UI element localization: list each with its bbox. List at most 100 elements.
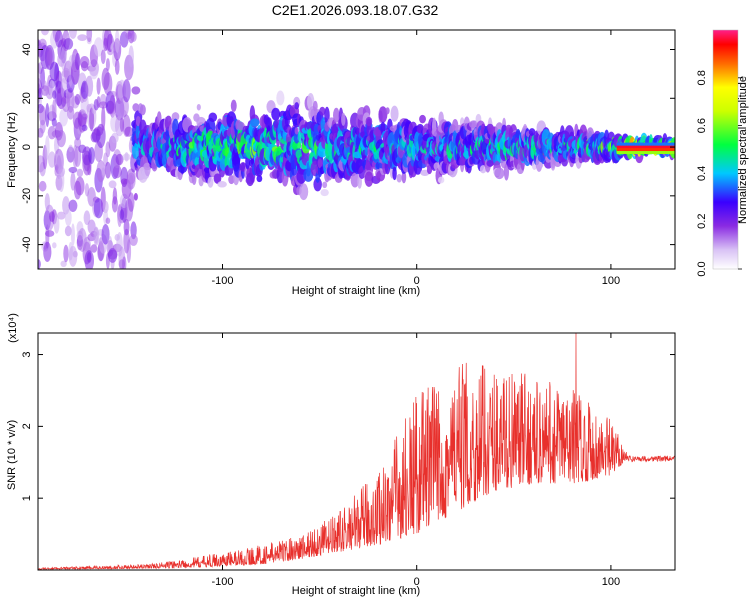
spectrogram-cell [667, 150, 671, 154]
spectrogram-cell [437, 176, 445, 184]
spectrogram-cell [85, 75, 94, 97]
spectrogram-cell [63, 244, 69, 263]
spectrogram-cell [659, 142, 663, 146]
spectrogram-cell [75, 176, 85, 196]
spectrogram-cell [636, 145, 640, 149]
spectrogram-cell [69, 30, 77, 39]
spectrogram-cell [641, 145, 646, 149]
y-tick-label: 3 [21, 351, 33, 357]
spectrogram-cell [101, 167, 106, 178]
spectrogram-cell [79, 56, 90, 69]
spectrogram-cell [38, 180, 47, 192]
spectrogram-cell [114, 30, 120, 53]
spectrogram-cell [643, 150, 648, 154]
spectrogram-cell [667, 145, 671, 149]
spectrogram-cell [616, 148, 620, 152]
spectrogram-cell [628, 148, 632, 152]
spectrogram-cell [645, 150, 650, 154]
spectrogram-cell [64, 209, 72, 227]
spectrogram-cell [217, 180, 227, 188]
spectrogram-cell [640, 145, 644, 149]
spectrogram-cell [128, 45, 134, 68]
spectrogram-cell [651, 142, 655, 146]
spectrogram-cell [292, 140, 302, 152]
spectrogram-cell [39, 105, 47, 126]
spectrogram-cell [129, 234, 138, 246]
y-tick-label: 1 [21, 495, 33, 501]
spectrogram-cell [208, 112, 218, 123]
spectrogram-cell [60, 260, 67, 268]
spectrogram-cell [64, 225, 72, 237]
y-tick-label: 40 [21, 43, 33, 55]
spectrogram-cell [90, 244, 98, 253]
spectrogram-cell [419, 114, 426, 124]
spectrogram-cell [634, 150, 638, 154]
spectrogram-cell [57, 166, 66, 177]
spectrogram-cell [634, 142, 638, 146]
spectrogram-cell [638, 148, 642, 152]
spectrogram-cell [56, 211, 66, 220]
y-tick-label: 0 [21, 144, 33, 150]
spectrogram-cell [111, 196, 118, 213]
spectrogram-cell [653, 150, 657, 154]
spectrogram-cell [132, 103, 140, 112]
spectrogram-cell [307, 93, 315, 111]
spectrogram-cell [53, 214, 60, 234]
spectrogram-cell [468, 120, 479, 129]
spectrogram-cell [665, 142, 669, 146]
spectrogram-cell [669, 148, 673, 152]
spectrogram-cell [657, 142, 661, 146]
spectrogram-cell [622, 150, 626, 154]
spectrogram-cell [657, 148, 661, 152]
spectrogram-cell [39, 119, 46, 134]
spectrogram-cell [651, 148, 655, 152]
spectrogram-cell [636, 148, 640, 152]
spectrogram-cell [634, 145, 638, 149]
colorbar-ticks: 0.0 0.2 0.4 0.6 0.8 [696, 70, 742, 277]
spectrogram-cell [401, 171, 407, 184]
spectrogram-cell [135, 116, 141, 127]
x-tick-label: -100 [211, 275, 233, 287]
spectrogram-cell [647, 148, 652, 152]
spectrogram-cell [52, 242, 57, 249]
spectrogram-cell [618, 145, 622, 149]
spectrogram-cell [618, 148, 622, 152]
spectrogram-cell [105, 217, 111, 224]
spectrogram-y-ticks: -40 -20 0 20 40 [21, 43, 675, 253]
spectrogram-cell [100, 49, 106, 64]
chart-title: C2E1.2026.093.18.07.G32 [272, 2, 439, 18]
spectrogram-cell [665, 150, 669, 154]
spectrogram-cell [641, 142, 646, 146]
spectrogram-cell [669, 150, 673, 154]
spectrogram-cell [83, 236, 91, 252]
spectrogram-cell [171, 112, 180, 122]
spectrogram-cell [659, 145, 663, 149]
spectrogram-cell [671, 150, 675, 154]
spectrogram-cell [365, 116, 373, 127]
spectrogram-cell [667, 148, 671, 152]
spectrogram-y-axis-label: Frequency (Hz) [6, 112, 18, 188]
spectrogram-x-ticks: -100 0 100 [211, 30, 620, 287]
spectrogram-cell [303, 168, 314, 182]
spectrogram-cell [112, 165, 122, 179]
spectrogram-cell [640, 142, 644, 146]
spectrogram-cell [622, 142, 626, 146]
spectrogram-cell [626, 148, 630, 152]
spectrogram-cell [628, 142, 632, 146]
spectrogram-cell [641, 150, 646, 154]
spectrogram-cell [620, 150, 624, 154]
spectrogram-cell [655, 148, 659, 152]
spectrogram-cell [38, 259, 41, 269]
spectrogram-cell [47, 151, 56, 168]
spectrogram-cell [109, 94, 116, 118]
spectrogram-cell [122, 79, 131, 103]
spectrogram-cell [68, 199, 78, 212]
spectrogram-cell [657, 145, 661, 149]
spectrogram-cell [320, 189, 329, 197]
spectrogram-cell [643, 148, 648, 152]
spectrogram-cell [657, 150, 661, 154]
spectrogram-cell [236, 121, 245, 131]
spectrogram-cell [115, 153, 124, 166]
spectrogram-cell [131, 86, 141, 95]
spectrogram-cell [124, 126, 134, 137]
